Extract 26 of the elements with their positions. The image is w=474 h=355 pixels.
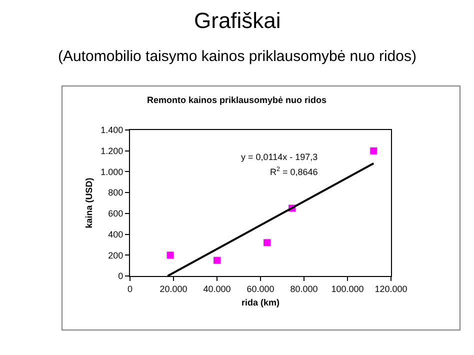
- chart-title: Grafiškai: [194, 8, 281, 33]
- point: [264, 239, 271, 246]
- x-tick-label: 40.000: [203, 284, 231, 294]
- x-tick-label: 60.000: [246, 284, 274, 294]
- point: [370, 147, 378, 154]
- x-tick-label: 20.000: [160, 284, 188, 294]
- point: [166, 252, 174, 259]
- text: Remonto kainos priklausomybė nuo ridos: [147, 95, 327, 105]
- point: [214, 256, 220, 264]
- y-tick-label: 1.000: [100, 166, 124, 177]
- x-tick-label: 120.000: [374, 284, 408, 294]
- y-tick-label: 0: [118, 271, 124, 282]
- y-tick-label: 1.200: [100, 146, 124, 156]
- chart-subtitle: (Automobilio taisymo kainos priklausomybė nuo ridos): [58, 48, 416, 65]
- x-tick-label: 0: [127, 284, 133, 294]
- y-tick-label: 400: [108, 229, 124, 240]
- y-tick-label: 600: [108, 208, 124, 219]
- y-tick-label: 200: [108, 250, 124, 260]
- annotation: R$^{2}$ = 0,8646: [270, 166, 318, 177]
- x-tick-label: 100.000: [331, 284, 364, 294]
- y-axis-title: kaina (USD): [84, 178, 94, 228]
- x-axis-title: rida (km): [241, 298, 280, 308]
- y-tick-label: 800: [108, 188, 124, 198]
- annotation: y = 0,0114x - 197,3: [241, 152, 318, 162]
- y-tick-label: 1.400: [100, 125, 124, 136]
- x-tick-label: 80.000: [290, 284, 318, 294]
